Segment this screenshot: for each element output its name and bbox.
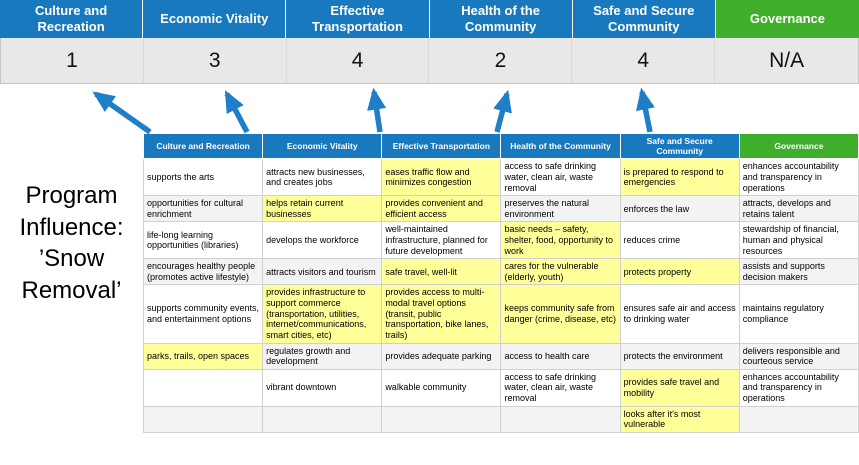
matrix-cell-highlighted: is prepared to respond to emergencies [619, 158, 740, 197]
pillar-score-effective-transportation: 4 [287, 38, 430, 83]
arrow-health [493, 89, 512, 133]
matrix-cell-highlighted: provides access to multi-modal travel op… [381, 284, 502, 344]
matrix-cell: develops the workforce [262, 221, 383, 260]
matrix-cell [738, 405, 859, 433]
matrix-row-4: encourages healthy people (promotes acti… [142, 258, 859, 286]
pillar-header-safe-and-secure-community: Safe and Secure Community [572, 0, 716, 38]
matrix-row-7: vibrant downtown walkable community access… [142, 368, 859, 407]
pillar-header-health-of-the-community: Health of the Community [429, 0, 573, 38]
matrix-cell: regulates growth and development [262, 342, 383, 370]
main-area: Program Influence: ’Snow Removal’ Cultur… [0, 134, 859, 465]
matrix-header-culture-and-recreation: Culture and Recreation [142, 134, 264, 160]
matrix-cell: access to health care [500, 342, 621, 370]
matrix-cell-highlighted: provides infrastructure to support comme… [262, 284, 383, 344]
matrix-cell-highlighted: provides convenient and efficient access [381, 195, 502, 223]
pillar-score-economic-vitality: 3 [144, 38, 287, 83]
matrix-cell-highlighted: provides safe travel and mobility [619, 368, 740, 407]
matrix-header-economic-vitality: Economic Vitality [262, 134, 383, 160]
matrix-cell [500, 405, 621, 433]
matrix-cell-highlighted: looks after it's most vulnerable [619, 405, 740, 433]
matrix-cell: attracts new businesses, and creates job… [262, 158, 383, 197]
arrow-safe [636, 87, 655, 133]
matrix-cell: delivers responsible and courteous servi… [738, 342, 859, 370]
arrow-economic [224, 90, 250, 134]
pillar-headers: Culture and Recreation Economic Vitality E… [0, 0, 859, 38]
pillar-header-effective-transportation: Effective Transportation [286, 0, 430, 38]
pillar-score-culture-and-recreation: 1 [1, 38, 144, 83]
matrix-cell-highlighted: safe travel, well-lit [381, 258, 502, 286]
matrix-header-health-of-the-community: Health of the Community [500, 134, 621, 160]
matrix-cell: maintains regulatory compliance [738, 284, 859, 344]
matrix-cell: enforces the law [619, 195, 740, 223]
matrix-cell-highlighted: parks, trails, open spaces [142, 342, 264, 370]
pillar-score-health-of-the-community: 2 [429, 38, 573, 83]
matrix-header-governance: Governance [738, 134, 859, 160]
matrix-cell: protects the environment [619, 342, 740, 370]
matrix-cell: access to safe drinking water, clean air… [500, 158, 621, 197]
matrix-cell: preserves the natural environment [500, 195, 621, 223]
matrix-header-safe-and-secure-community: Safe and Secure Community [619, 134, 740, 160]
pillar-score-safe-and-secure-community: 4 [572, 38, 716, 83]
matrix-cell-highlighted: helps retain current businesses [262, 195, 383, 223]
matrix-cell-highlighted: keeps community safe from danger (crime,… [500, 284, 621, 344]
influence-matrix: Culture and Recreation Economic Vitality E… [142, 134, 859, 465]
matrix-cell-highlighted: eases traffic flow and minimizes congest… [381, 158, 502, 197]
matrix-row-5: supports community events, and entertain… [142, 284, 859, 344]
matrix-row-2: opportunities for cultural enrichment hel… [142, 195, 859, 223]
influence-arrows [92, 87, 655, 134]
pillar-header-economic-vitality: Economic Vitality [143, 0, 287, 38]
matrix-cell-highlighted: protects property [619, 258, 740, 286]
matrix-cell: stewardship of financial, human and phys… [738, 221, 859, 260]
matrix-cell: enhances accountability and transparency… [738, 368, 859, 407]
matrix-header-effective-transportation: Effective Transportation [381, 134, 502, 160]
matrix-cell: attracts visitors and tourism [262, 258, 383, 286]
matrix-cell: supports the arts [142, 158, 264, 197]
matrix-row-8: looks after it's most vulnerable [142, 405, 859, 433]
program-title-line1: Program Influence: [19, 182, 124, 241]
arrow-transportation [367, 87, 387, 133]
matrix-cell-highlighted: basic needs – safety, shelter, food, opp… [500, 221, 621, 260]
matrix-cell: enhances accountability and transparency… [738, 158, 859, 197]
pillar-score-governance: N/A [769, 48, 805, 72]
program-title-line2: ’Snow Removal’ [21, 245, 122, 305]
matrix-cell: life-long learning opportunities (librar… [142, 221, 264, 260]
matrix-cell: encourages healthy people (promotes acti… [142, 258, 264, 286]
matrix-cell: provides adequate parking [381, 342, 502, 370]
matrix-cell: well-maintained infrastructure, planned … [381, 221, 502, 260]
arrow-culture [92, 91, 152, 134]
matrix-cell [381, 405, 502, 433]
pillar-header-culture-and-recreation: Culture and Recreation [0, 0, 144, 38]
pillar-header-governance: Governance [715, 0, 859, 38]
matrix-cell: access to safe drinking water, clean air… [500, 368, 621, 407]
matrix-header-row: Culture and Recreation Economic Vitality E… [142, 134, 859, 160]
matrix-cell: reduces crime [619, 221, 740, 260]
matrix-cell: walkable community [381, 368, 502, 407]
matrix-table: Culture and Recreation Economic Vitality E… [142, 134, 859, 433]
matrix-row-3: life-long learning opportunities (librar… [142, 221, 859, 260]
matrix-cell: assists and supports decision makers [738, 258, 859, 286]
matrix-row-6: parks, trails, open spaces regulates grow… [142, 342, 859, 370]
matrix-cell: attracts, develops and retains talent [738, 195, 859, 223]
matrix-row-1: supports the arts attracts new businesses… [142, 158, 859, 197]
pillar-scores: 1 3 4 2 4 N/A [0, 38, 859, 84]
arrow-group [92, 87, 655, 134]
matrix-cell [142, 368, 264, 407]
matrix-cell [262, 405, 383, 433]
matrix-cell-highlighted: cares for the vulnerable (elderly, youth… [500, 258, 621, 286]
matrix-cell [142, 405, 264, 433]
program-title: Program Influence: ’Snow Removal’ [0, 134, 143, 465]
matrix-body: supports the arts attracts new businesses… [142, 158, 859, 433]
scoreboard: Culture and Recreation Economic Vitality E… [0, 0, 859, 84]
matrix-cell: supports community events, and entertain… [142, 284, 264, 344]
matrix-cell: ensures safe air and access to drinking … [619, 284, 740, 344]
matrix-cell: vibrant downtown [262, 368, 383, 407]
matrix-cell: opportunities for cultural enrichment [142, 195, 264, 223]
